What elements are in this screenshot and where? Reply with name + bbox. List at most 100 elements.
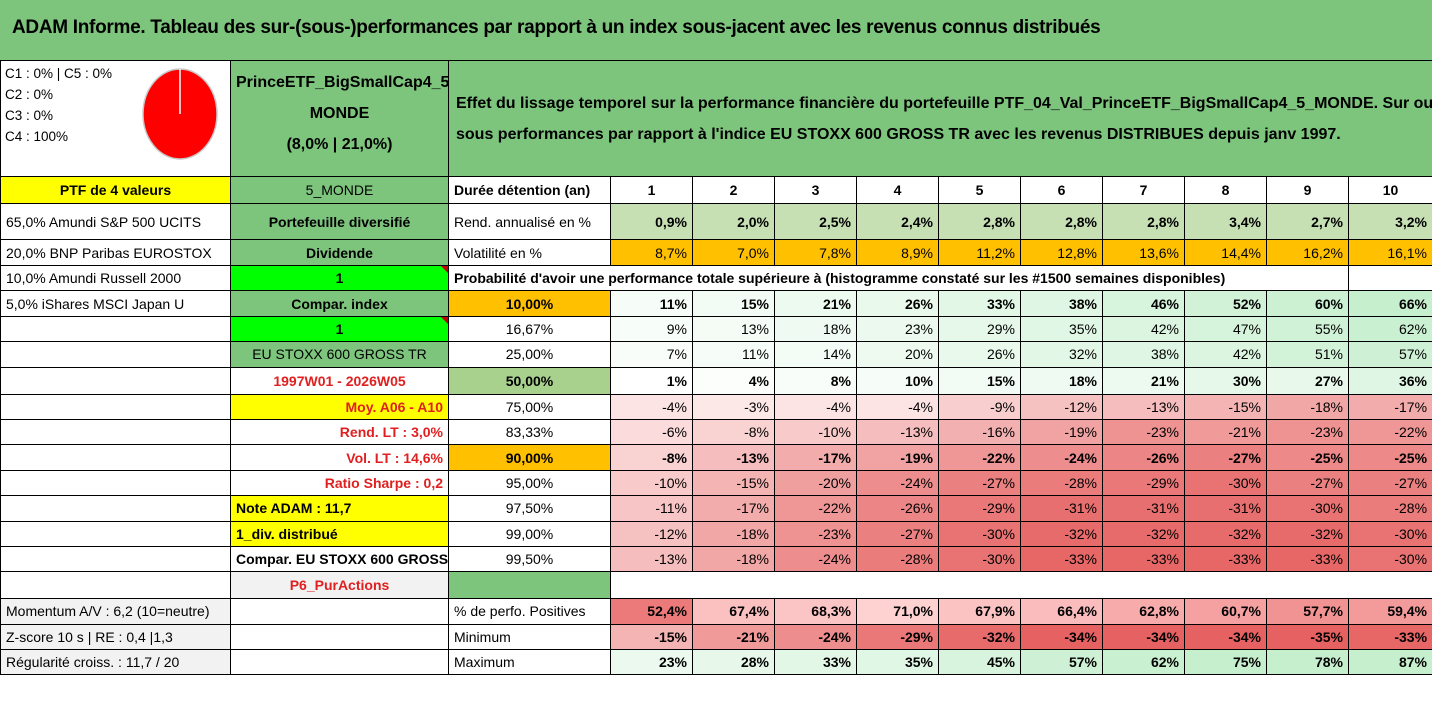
probability-value: -21% [1184, 418, 1267, 446]
probability-value: -22% [1347, 418, 1432, 446]
allocation-pie-chart [142, 68, 218, 160]
left-empty-cell [0, 444, 231, 471]
holding-4: 5,0% iShares MSCI Japan U [0, 290, 231, 317]
table-row: Vol. LT : 14,6% 90,00% -8% -13% -17% -19% -22%… [0, 444, 1432, 471]
strategy-label: P6_PurActions [230, 571, 449, 600]
probability-value: -22% [938, 444, 1021, 471]
positive-perf-value: 67,9% [938, 598, 1021, 625]
duration-label: Durée détention (an) [448, 176, 611, 204]
portfolio-name-line-1: PrinceETF_BigSmallCap4_5_ [236, 74, 449, 91]
maximum-value: 45% [938, 649, 1021, 676]
probability-value: -32% [1102, 520, 1185, 547]
table-row: Ratio Sharpe : 0,2 95,00% -10% -15% -20% -24%… [0, 469, 1432, 497]
probability-value: -27% [1184, 444, 1267, 471]
maximum-value: 57% [1020, 649, 1103, 676]
summary-stat: EU STOXX 600 GROSS TR [230, 341, 449, 368]
probability-value: 15% [692, 290, 775, 317]
description-line-1: Effet du lissage temporel sur la perform… [456, 94, 1432, 112]
minimum-value: -21% [692, 623, 775, 651]
probability-value: 38% [1102, 341, 1185, 368]
vol-value: 8,9% [856, 239, 939, 266]
vol-value: 11,2% [938, 239, 1021, 266]
year-header: 3 [774, 176, 857, 204]
table-row: 20,0% BNP Paribas EUROSTOX Dividende Volat… [0, 239, 1432, 266]
alloc-line-3: C3 : 0% [5, 108, 54, 123]
probability-value: -33% [1184, 545, 1267, 573]
portfolio-name-line-3: (8,0% | 21,0%) [286, 136, 393, 153]
probability-value: 29% [938, 315, 1021, 343]
left-empty-cell [0, 495, 231, 522]
probability-value: -29% [938, 495, 1021, 522]
minimum-value: -35% [1266, 623, 1349, 651]
probability-value: -3% [692, 393, 775, 420]
threshold-value: 99,00% [448, 520, 611, 547]
holding-1: 65,0% Amundi S&P 500 UCITS [0, 203, 231, 240]
table-row: Momentum A/V : 6,2 (10=neutre) % de perfo… [0, 598, 1432, 625]
probability-value: 35% [1020, 315, 1103, 343]
threshold-value: 97,50% [448, 495, 611, 522]
probability-value: -26% [1102, 444, 1185, 471]
table-row: Z-score 10 s | RE : 0,4 |1,3 Minimum -15% -… [0, 623, 1432, 651]
probability-value: 52% [1184, 290, 1267, 317]
probability-value: -10% [610, 469, 693, 497]
probability-value: -28% [856, 545, 939, 573]
probability-value: -17% [774, 444, 857, 471]
probability-value: -11% [610, 495, 693, 522]
probability-value: -30% [1266, 495, 1349, 522]
rend-value: 3,4% [1184, 203, 1267, 240]
minimum-value: -15% [610, 623, 693, 651]
probability-value: 23% [856, 315, 939, 343]
description-cell: Effet du lissage temporel sur la perform… [447, 60, 1432, 177]
positive-perf-value: 52,4% [610, 598, 693, 625]
alloc-line-4: C4 : 100% [5, 129, 69, 144]
probability-value: -27% [856, 520, 939, 547]
threshold-value: 99,50% [448, 545, 611, 573]
maximum-value: 62% [1102, 649, 1185, 676]
probability-value: 55% [1266, 315, 1349, 343]
table-row: 5,0% iShares MSCI Japan U Compar. index 10… [0, 290, 1432, 317]
probability-value: 9% [610, 315, 693, 343]
probability-value: -9% [938, 393, 1021, 420]
rend-value: 2,4% [856, 203, 939, 240]
positive-perf-value: 60,7% [1184, 598, 1267, 625]
probability-value: -31% [1020, 495, 1103, 522]
positive-perf-value: 67,4% [692, 598, 775, 625]
threshold-value: 90,00% [448, 444, 611, 471]
portfolio-code: 5_MONDE [230, 176, 449, 204]
vol-value: 8,7% [610, 239, 693, 266]
year-header: 7 [1102, 176, 1185, 204]
maximum-value: 33% [774, 649, 857, 676]
positive-perf-value: 62,8% [1102, 598, 1185, 625]
probability-value: 33% [938, 290, 1021, 317]
performance-table: C1 : 0% | C5 : 0% C2 : 0% C3 : 0% C4 : 1… [0, 60, 1432, 711]
dividend-flag-value: 1 [230, 264, 449, 292]
probability-value: -19% [856, 444, 939, 471]
positive-perf-value: 57,7% [1266, 598, 1349, 625]
table-row: P6_PurActions [0, 571, 1432, 600]
probability-value: 42% [1184, 341, 1267, 368]
left-empty-cell [0, 341, 231, 368]
probability-value: 30% [1184, 366, 1267, 395]
left-empty-cell [0, 469, 231, 497]
probability-value: -31% [1102, 495, 1185, 522]
positive-perf-value: 68,3% [774, 598, 857, 625]
probability-value: -18% [692, 520, 775, 547]
table-row: 10,0% Amundi Russell 2000 1 Probabilité d'… [0, 264, 1432, 292]
probability-value: -28% [1020, 469, 1103, 497]
maximum-value: 28% [692, 649, 775, 676]
probability-value: 26% [938, 341, 1021, 368]
probability-value: -26% [856, 495, 939, 522]
probability-value: -33% [1266, 545, 1349, 573]
minimum-value: -24% [774, 623, 857, 651]
allocation-cell: C1 : 0% | C5 : 0% C2 : 0% C3 : 0% C4 : 1… [0, 60, 231, 177]
probability-value: -33% [1020, 545, 1103, 573]
vol-value: 7,8% [774, 239, 857, 266]
probability-value: -25% [1266, 444, 1349, 471]
table-row: 1 16,67% 9% 13% 18% 23% 29% 35% 42% 47% 55% 62% [0, 315, 1432, 343]
vol-value: 14,4% [1184, 239, 1267, 266]
rend-value: 2,0% [692, 203, 775, 240]
year-header: 8 [1184, 176, 1267, 204]
probability-value: -15% [1184, 393, 1267, 420]
portfolio-type: Portefeuille diversifié [230, 203, 449, 240]
maximum-value: 87% [1347, 649, 1432, 676]
